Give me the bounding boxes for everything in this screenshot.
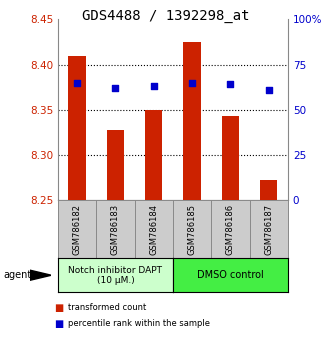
- Text: GSM786184: GSM786184: [149, 204, 158, 255]
- Text: GSM786185: GSM786185: [188, 204, 197, 255]
- Text: DMSO control: DMSO control: [197, 270, 264, 280]
- Polygon shape: [30, 270, 51, 280]
- Point: [113, 85, 118, 91]
- Bar: [107, 130, 124, 200]
- Point: [228, 82, 233, 87]
- Point: [189, 80, 195, 85]
- Bar: [222, 116, 239, 200]
- Text: GSM786186: GSM786186: [226, 204, 235, 255]
- Text: ■: ■: [55, 303, 64, 313]
- Text: GDS4488 / 1392298_at: GDS4488 / 1392298_at: [82, 9, 249, 23]
- Text: agent: agent: [3, 270, 31, 280]
- Bar: [260, 180, 277, 200]
- Text: percentile rank within the sample: percentile rank within the sample: [68, 319, 210, 329]
- Text: GSM786183: GSM786183: [111, 204, 120, 255]
- Point: [266, 87, 271, 93]
- Text: transformed count: transformed count: [68, 303, 146, 313]
- Bar: [145, 110, 163, 200]
- Point: [151, 84, 157, 89]
- Text: ■: ■: [55, 319, 64, 329]
- Text: Notch inhibitor DAPT
(10 μM.): Notch inhibitor DAPT (10 μM.): [69, 266, 163, 285]
- Text: GSM786187: GSM786187: [264, 204, 273, 255]
- Bar: [183, 42, 201, 200]
- Bar: [69, 56, 86, 200]
- Point: [74, 80, 80, 85]
- Text: GSM786182: GSM786182: [72, 204, 82, 255]
